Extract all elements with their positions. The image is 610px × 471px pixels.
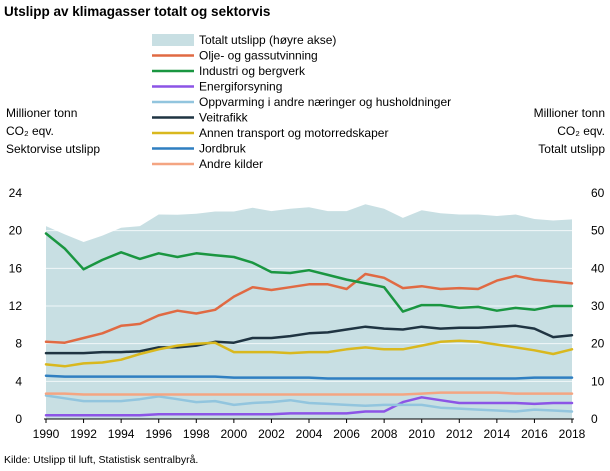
source-note: Kilde: Utslipp til luft, Statistisk sent… <box>4 454 199 466</box>
y-right-tick-label: 0 <box>591 412 598 426</box>
y-left-tick-label: 12 <box>9 299 23 313</box>
x-tick-label: 1998 <box>183 427 210 441</box>
chart-title: Utslipp av klimagasser totalt og sektorv… <box>4 4 271 19</box>
legend-label: Jordbruk <box>199 142 247 156</box>
x-tick-label: 2010 <box>408 427 435 441</box>
y-right-axis-label: CO₂ eqv. <box>557 124 605 138</box>
x-tick-label: 1992 <box>70 427 97 441</box>
total-emissions-area <box>46 204 572 419</box>
y-left-axis-label: CO₂ eqv. <box>6 124 54 138</box>
y-right-tick-label: 50 <box>591 224 605 238</box>
y-left-tick-label: 16 <box>9 261 23 275</box>
legend-label: Totalt utslipp (høyre akse) <box>199 33 336 47</box>
x-tick-label: 2014 <box>484 427 511 441</box>
y-left-axis-label: Sektorvise utslipp <box>6 142 100 156</box>
x-tick-label: 2016 <box>521 427 548 441</box>
x-tick-label: 2018 <box>559 427 586 441</box>
y-right-tick-label: 10 <box>591 374 605 388</box>
y-left-tick-label: 20 <box>9 224 23 238</box>
x-tick-label: 1994 <box>108 427 135 441</box>
series-line-energiforsyning <box>44 396 574 417</box>
legend-label: Oppvarming i andre næringer og husholdni… <box>199 95 451 109</box>
legend-label: Annen transport og motorredskaper <box>199 126 388 140</box>
series-line-olje-og-gassutvinning <box>44 272 574 344</box>
series-line-veitrafikk <box>44 324 574 355</box>
x-tick-label: 2004 <box>296 427 323 441</box>
x-tick-label: 1990 <box>33 427 60 441</box>
x-tick-label: 2006 <box>333 427 360 441</box>
y-right-tick-label: 60 <box>591 186 605 200</box>
x-tick-label: 2012 <box>446 427 473 441</box>
y-right-tick-label: 40 <box>591 261 605 275</box>
series-line-jordbruk <box>44 374 574 380</box>
legend-label: Veitrafikk <box>199 111 249 125</box>
y-right-axis-label: Millioner tonn <box>534 106 605 120</box>
x-tick-label: 1996 <box>145 427 172 441</box>
y-right-tick-label: 30 <box>591 299 605 313</box>
y-right-tick-label: 20 <box>591 337 605 351</box>
x-tick-label: 2000 <box>221 427 248 441</box>
series-line-oppvarming-i-andre-n-ringer-og-husholdninger <box>44 394 574 413</box>
legend-label: Andre kilder <box>199 157 263 171</box>
y-left-tick-label: 0 <box>15 412 22 426</box>
y-left-tick-label: 4 <box>15 374 22 388</box>
series-line-annen-transport-og-motorredskaper <box>44 339 574 368</box>
x-tick-label: 2002 <box>258 427 285 441</box>
legend-label: Energiforsyning <box>199 80 282 94</box>
y-left-axis-label: Millioner tonn <box>6 106 77 120</box>
legend-swatch <box>152 34 194 46</box>
series-line-industri-og-bergverk <box>44 232 574 313</box>
y-left-tick-label: 24 <box>9 186 23 200</box>
series-line-andre-kilder <box>44 391 574 396</box>
legend-label: Olje- og gassutvinning <box>199 49 318 63</box>
y-left-tick-label: 8 <box>15 337 22 351</box>
legend-label: Industri og bergverk <box>199 64 306 78</box>
y-right-axis-label: Totalt utslipp <box>538 142 605 156</box>
x-tick-label: 2008 <box>371 427 398 441</box>
